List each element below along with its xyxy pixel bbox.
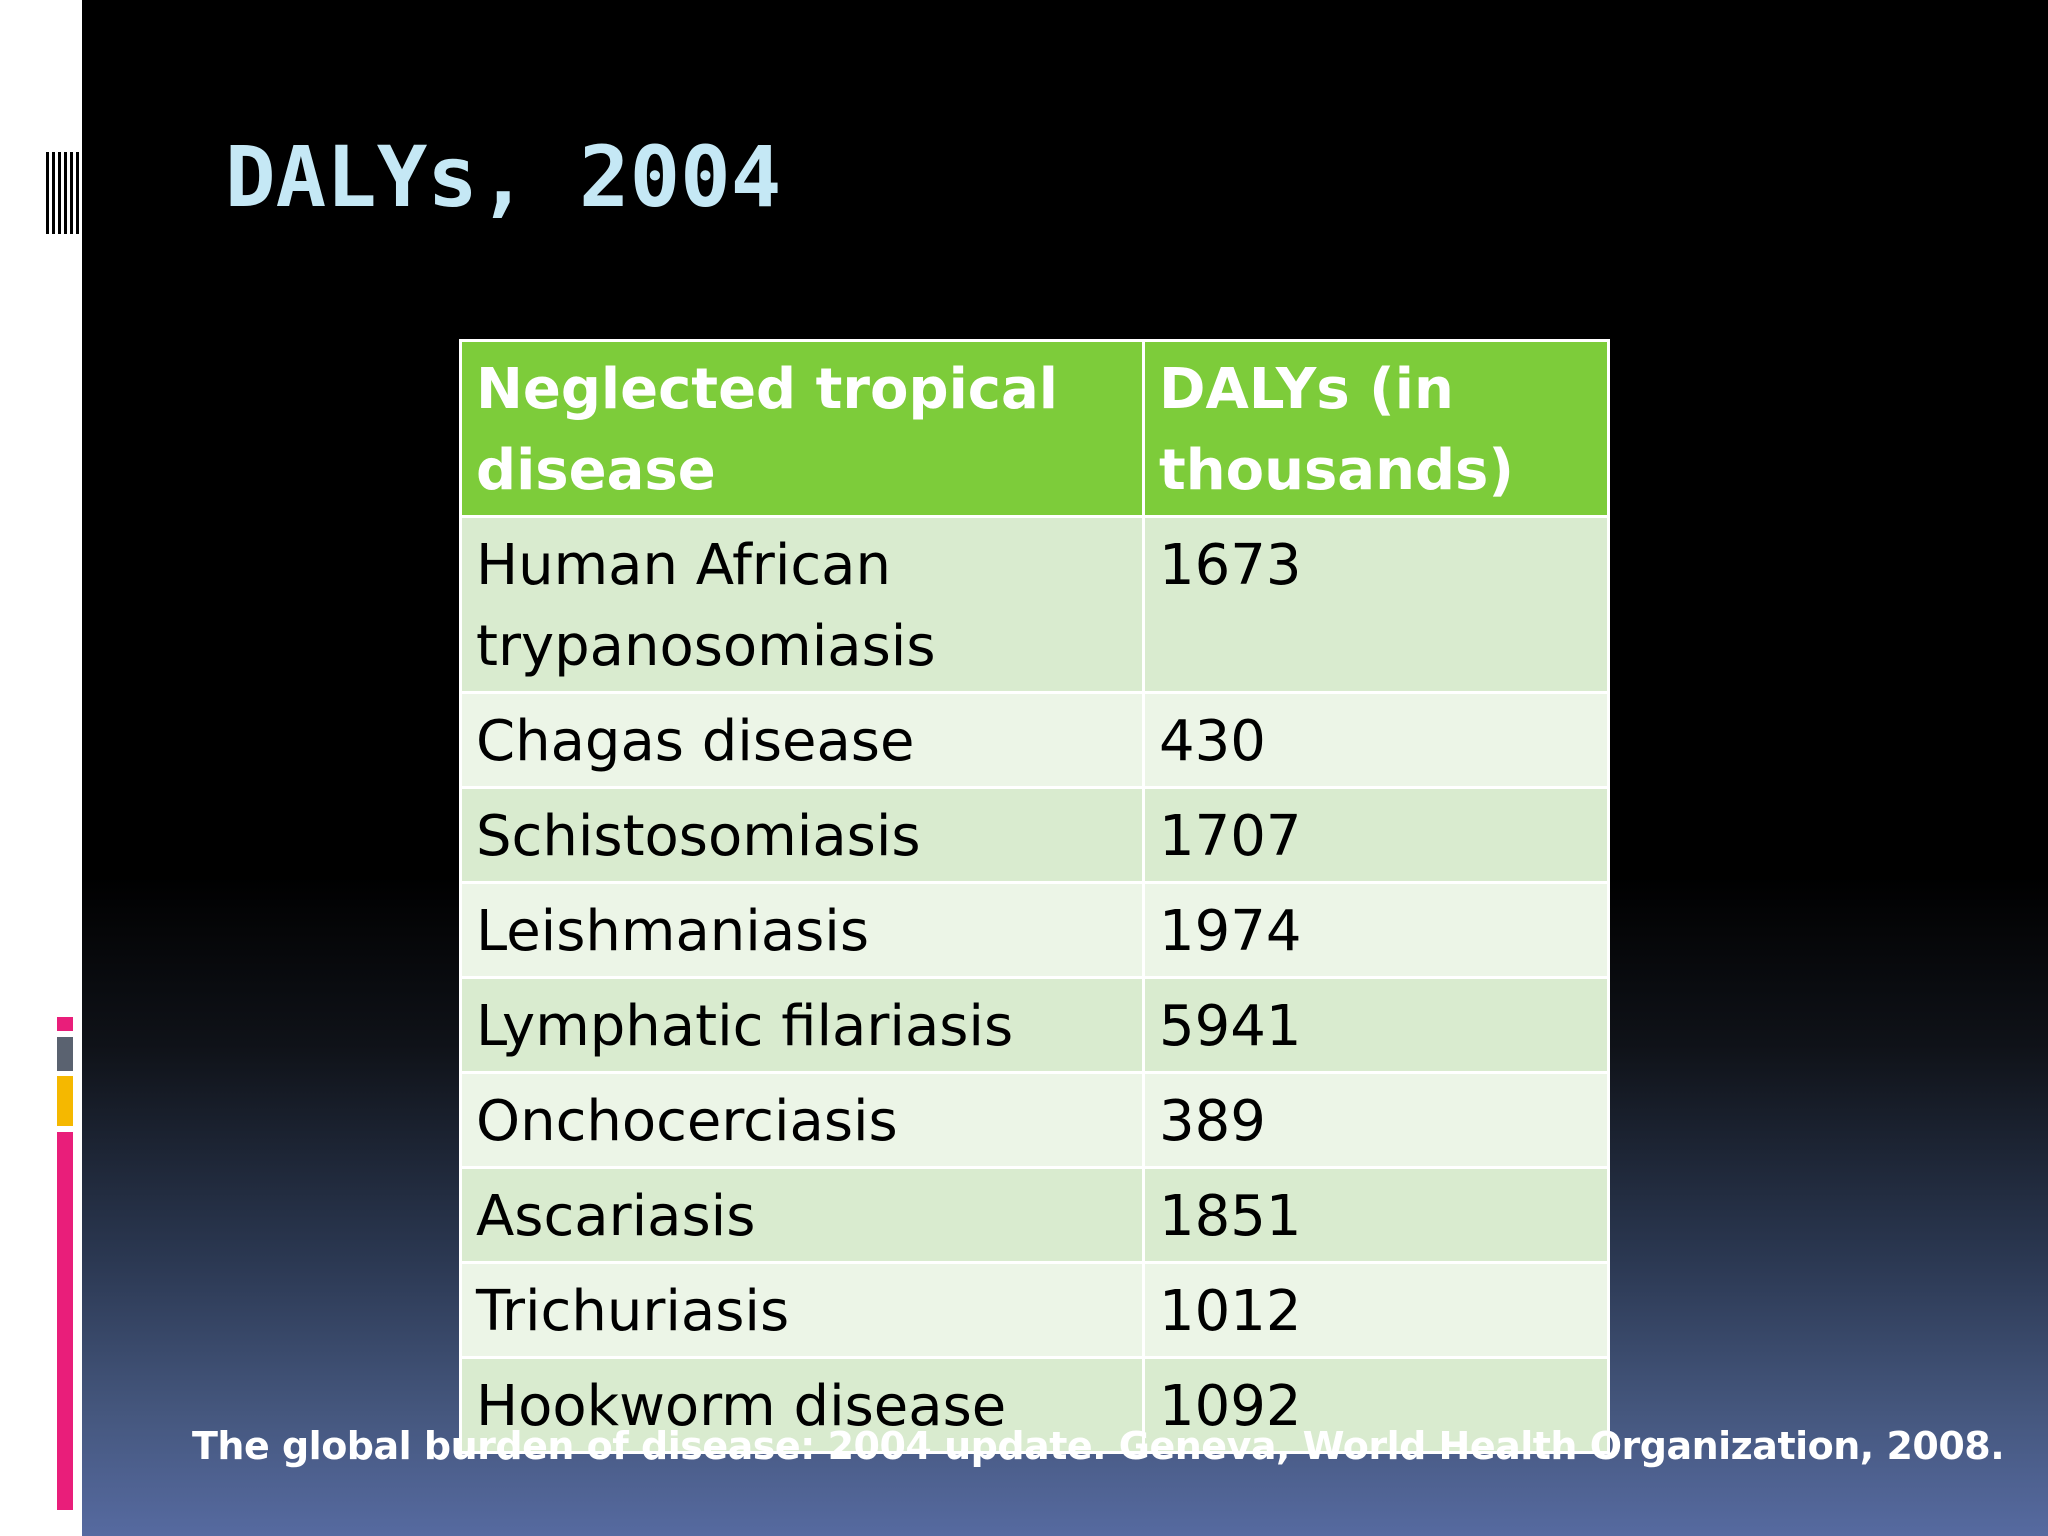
table-row: Ascariasis 1851 [459, 1166, 1610, 1264]
table-row: Hookworm disease 1092 [459, 1356, 1610, 1454]
dalys-cell: 1673 [1142, 515, 1610, 694]
table-row: Chagas disease 430 [459, 691, 1610, 789]
orange-accent-bar [57, 1076, 73, 1126]
table-row: Schistosomiasis 1707 [459, 786, 1610, 884]
source-citation: The global burden of disease: 2004 updat… [192, 1424, 2005, 1468]
slide-title: DALYs, 2004 [225, 128, 782, 226]
dalys-cell: 1707 [1142, 786, 1610, 884]
header-disease: Neglected tropical disease [459, 339, 1145, 518]
daly-table-container: Neglected tropical disease DALYs (in tho… [459, 339, 1610, 1454]
dalys-cell: 1092 [1142, 1356, 1610, 1454]
pink-accent-bar-long [57, 1132, 73, 1510]
dalys-cell: 1974 [1142, 881, 1610, 979]
gray-accent-bar [57, 1037, 73, 1071]
decorative-stripes [46, 152, 82, 234]
left-margin-strip [0, 0, 82, 1536]
pink-accent-bar-top [57, 1017, 73, 1031]
disease-cell: Onchocerciasis [459, 1071, 1145, 1169]
disease-cell: Human African trypanosomiasis [459, 515, 1145, 694]
table-row: Human African trypanosomiasis 1673 [459, 515, 1610, 694]
dalys-cell: 389 [1142, 1071, 1610, 1169]
table-row: Lymphatic filariasis 5941 [459, 976, 1610, 1074]
table-row: Trichuriasis 1012 [459, 1261, 1610, 1359]
disease-cell: Leishmaniasis [459, 881, 1145, 979]
table-row: Onchocerciasis 389 [459, 1071, 1610, 1169]
dalys-cell: 1012 [1142, 1261, 1610, 1359]
dalys-cell: 1851 [1142, 1166, 1610, 1264]
disease-cell: Hookworm disease [459, 1356, 1145, 1454]
daly-table: Neglected tropical disease DALYs (in tho… [459, 339, 1610, 1454]
stripe [46, 152, 82, 234]
dalys-cell: 430 [1142, 691, 1610, 789]
header-dalys: DALYs (in thousands) [1142, 339, 1610, 518]
disease-cell: Ascariasis [459, 1166, 1145, 1264]
table-header-row: Neglected tropical disease DALYs (in tho… [459, 339, 1610, 518]
disease-cell: Trichuriasis [459, 1261, 1145, 1359]
table-row: Leishmaniasis 1974 [459, 881, 1610, 979]
disease-cell: Chagas disease [459, 691, 1145, 789]
disease-cell: Schistosomiasis [459, 786, 1145, 884]
disease-cell: Lymphatic filariasis [459, 976, 1145, 1074]
dalys-cell: 5941 [1142, 976, 1610, 1074]
